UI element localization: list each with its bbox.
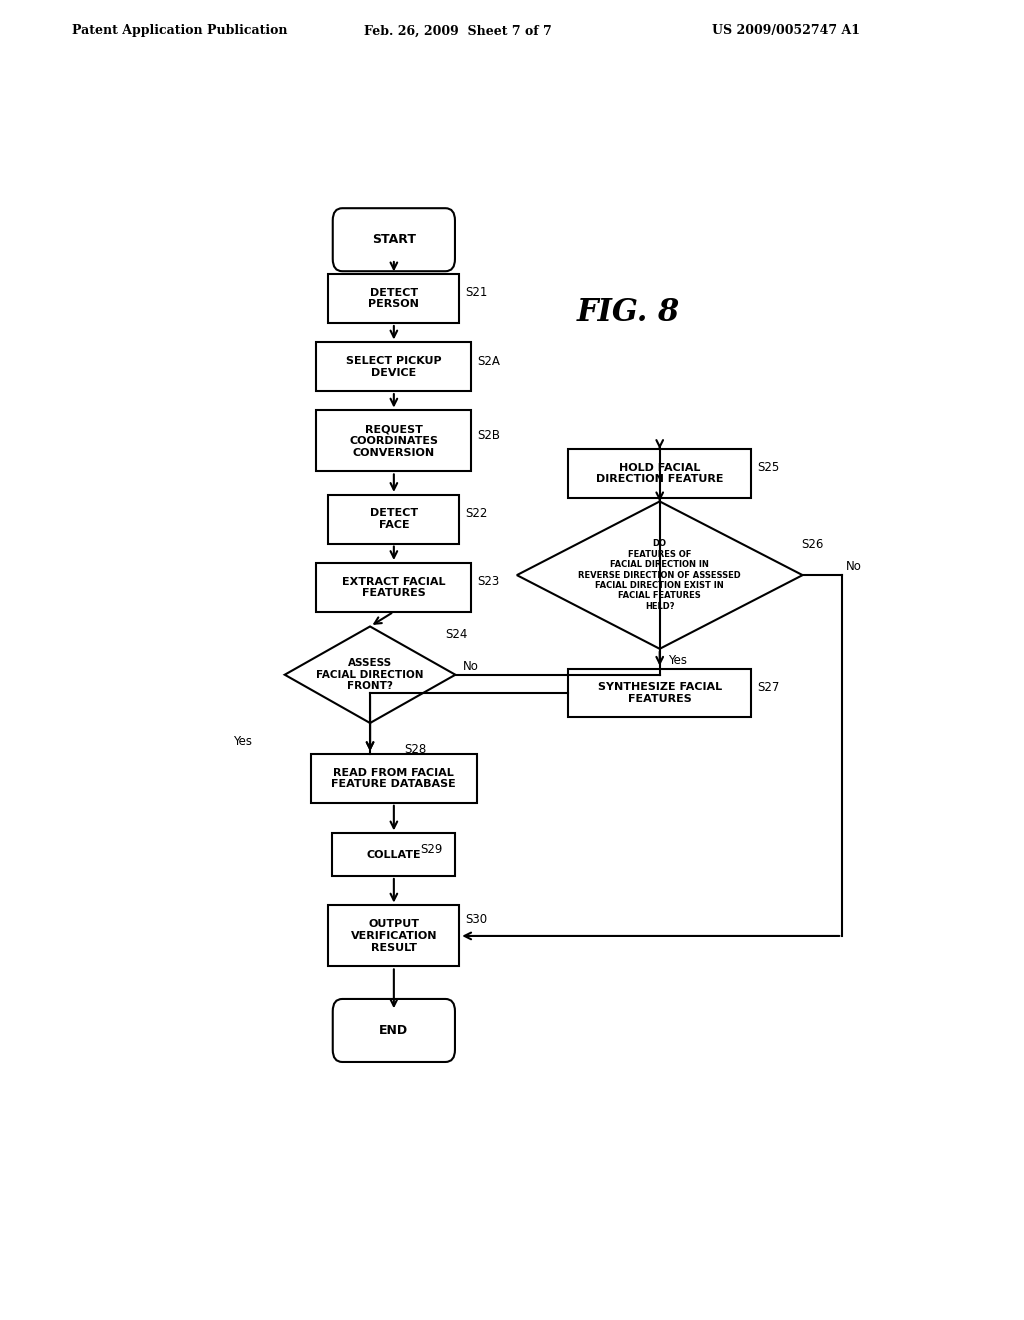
Text: S25: S25	[758, 462, 779, 474]
Text: S28: S28	[404, 743, 426, 756]
Text: FIG. 8: FIG. 8	[577, 297, 680, 329]
FancyBboxPatch shape	[333, 209, 455, 271]
Text: HOLD FACIAL
DIRECTION FEATURE: HOLD FACIAL DIRECTION FEATURE	[596, 463, 724, 484]
Bar	[329, 906, 460, 966]
Bar	[310, 754, 477, 803]
Bar	[329, 495, 460, 544]
Polygon shape	[285, 627, 456, 723]
Text: S27: S27	[758, 681, 779, 694]
Text: S21: S21	[465, 285, 487, 298]
Bar	[568, 449, 751, 498]
Text: SYNTHESIZE FACIAL
FEATURES: SYNTHESIZE FACIAL FEATURES	[598, 682, 722, 704]
Text: S2B: S2B	[477, 429, 500, 442]
Text: DO
FEATURES OF
FACIAL DIRECTION IN
REVERSE DIRECTION OF ASSESSED
FACIAL DIRECTIO: DO FEATURES OF FACIAL DIRECTION IN REVER…	[579, 540, 741, 611]
Text: COLLATE: COLLATE	[367, 850, 421, 859]
Text: REQUEST
COORDINATES
CONVERSION: REQUEST COORDINATES CONVERSION	[349, 424, 438, 458]
Text: EXTRACT FACIAL
FEATURES: EXTRACT FACIAL FEATURES	[342, 577, 445, 598]
Text: READ FROM FACIAL
FEATURE DATABASE: READ FROM FACIAL FEATURE DATABASE	[332, 768, 457, 789]
Text: S22: S22	[465, 507, 487, 520]
Text: S30: S30	[465, 912, 487, 925]
Text: No: No	[463, 660, 479, 673]
Text: SELECT PICKUP
DEVICE: SELECT PICKUP DEVICE	[346, 356, 441, 378]
Text: No: No	[846, 560, 862, 573]
Text: OUTPUT
VERIFICATION
RESULT: OUTPUT VERIFICATION RESULT	[350, 919, 437, 953]
Text: S26: S26	[801, 537, 823, 550]
Polygon shape	[517, 502, 803, 649]
Bar	[329, 275, 460, 323]
Text: DETECT
FACE: DETECT FACE	[370, 508, 418, 531]
Text: Yes: Yes	[233, 735, 252, 748]
Bar	[568, 669, 751, 718]
Text: S29: S29	[420, 842, 442, 855]
Text: Yes: Yes	[668, 653, 687, 667]
Bar	[316, 411, 471, 471]
Text: US 2009/0052747 A1: US 2009/0052747 A1	[712, 24, 860, 37]
Bar	[316, 342, 471, 391]
Text: END: END	[379, 1024, 409, 1038]
Text: DETECT
PERSON: DETECT PERSON	[369, 288, 419, 309]
FancyBboxPatch shape	[333, 999, 455, 1063]
Text: S23: S23	[477, 576, 500, 589]
Text: ASSESS
FACIAL DIRECTION
FRONT?: ASSESS FACIAL DIRECTION FRONT?	[316, 659, 424, 692]
Text: START: START	[372, 234, 416, 247]
Text: S24: S24	[445, 628, 468, 642]
Text: Patent Application Publication: Patent Application Publication	[72, 24, 287, 37]
Bar	[333, 833, 456, 876]
Bar	[316, 562, 471, 611]
Text: S2A: S2A	[477, 355, 500, 368]
Text: Feb. 26, 2009  Sheet 7 of 7: Feb. 26, 2009 Sheet 7 of 7	[364, 24, 551, 37]
